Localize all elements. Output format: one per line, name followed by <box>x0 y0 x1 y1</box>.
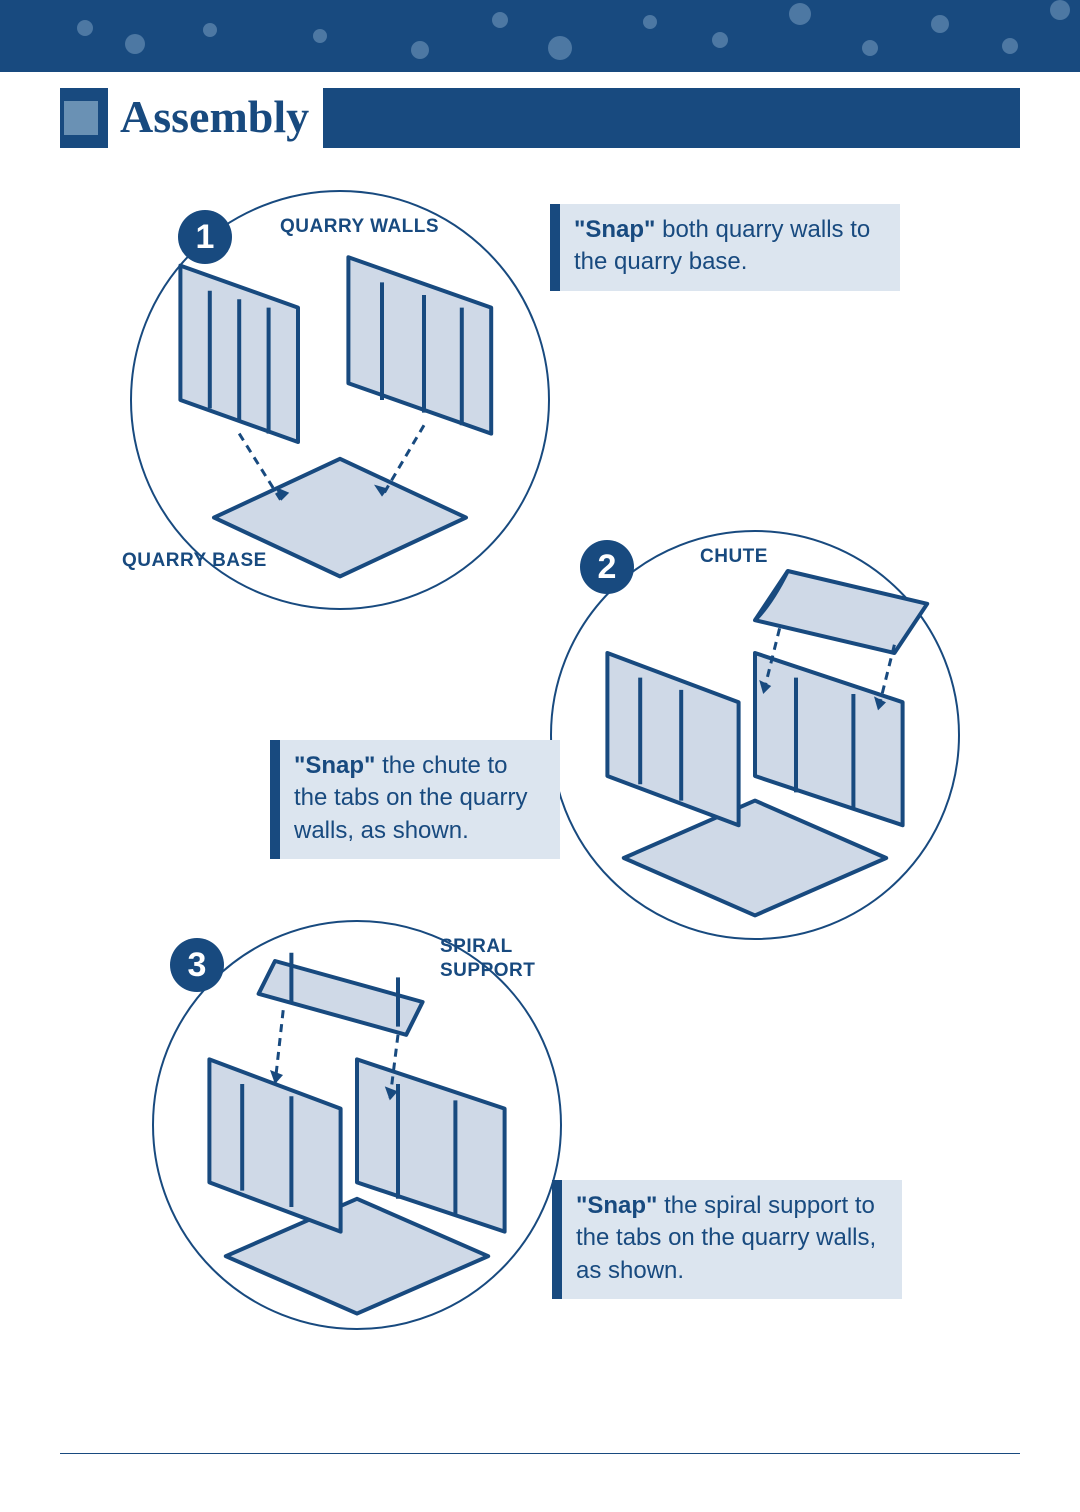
banner-dot <box>492 12 508 28</box>
step-instruction-callout: "Snap" the chute to the tabs on the quar… <box>270 740 560 859</box>
banner-dot <box>931 15 949 33</box>
callout-bold: "Snap" <box>576 1192 657 1219</box>
callout-bold: "Snap" <box>294 752 375 779</box>
banner-dot <box>77 20 93 36</box>
banner-dot <box>643 15 657 29</box>
step-instruction-callout: "Snap" both quarry walls to the quarry b… <box>550 204 900 291</box>
top-banner <box>0 0 1080 72</box>
banner-dot <box>1050 0 1070 20</box>
step-number-badge: 1 <box>178 210 232 264</box>
part-label: CHUTE <box>700 546 768 568</box>
part-label: SPIRAL <box>440 936 513 958</box>
banner-dot <box>313 29 327 43</box>
banner-dot <box>411 41 429 59</box>
banner-dot <box>789 3 811 25</box>
step-number-badge: 2 <box>580 540 634 594</box>
banner-dot <box>548 36 572 60</box>
banner-dot <box>203 23 217 37</box>
banner-dot <box>1002 38 1018 54</box>
content-area: 1 QUARRY WALLS QUARRY BASE "Snap" both quar… <box>60 180 1020 1512</box>
callout-bold: "Snap" <box>574 216 655 243</box>
step-number-badge: 3 <box>170 938 224 992</box>
banner-dot <box>712 32 728 48</box>
step-instruction-callout: "Snap" the spiral support to the tabs on… <box>552 1180 902 1299</box>
part-label: SUPPORT <box>440 960 535 982</box>
banner-dot <box>862 40 878 56</box>
banner-dot <box>125 34 145 54</box>
footer-rule <box>60 1453 1020 1454</box>
page-title: Assembly <box>108 87 323 149</box>
part-label: QUARRY BASE <box>122 550 267 572</box>
heading-square-icon <box>64 101 98 135</box>
part-label: QUARRY WALLS <box>280 216 439 238</box>
heading-bar: Assembly <box>60 88 1020 148</box>
